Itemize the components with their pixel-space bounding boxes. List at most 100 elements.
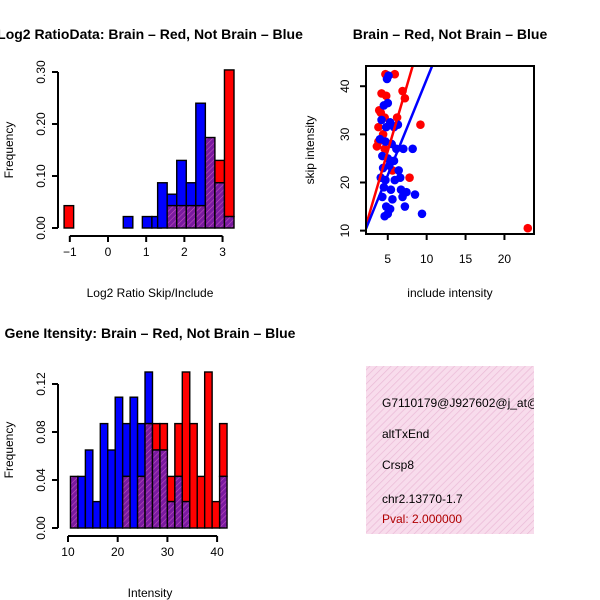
gene-histogram-title: Gene Itensity: Brain – Red, Not Brain – … bbox=[5, 325, 296, 341]
info-panel-background bbox=[366, 366, 534, 534]
scatter-x-tick-label: 10 bbox=[420, 252, 434, 266]
event-type-text: altTxEnd bbox=[382, 427, 430, 441]
gene-bar bbox=[211, 500, 221, 529]
gene-overlap-bar bbox=[121, 475, 131, 529]
ratio-bar bbox=[166, 193, 178, 207]
ratio-x-tick-label: 1 bbox=[143, 245, 150, 259]
scatter-x-tick-label: 5 bbox=[384, 252, 391, 266]
scatter-fit-line-blue bbox=[366, 66, 434, 230]
ratio-y-tick-label: 0.30 bbox=[34, 60, 48, 84]
scatter-point-blue bbox=[408, 144, 417, 154]
scatter-point-blue bbox=[381, 122, 391, 132]
ratio-bar bbox=[214, 159, 226, 184]
scatter-point-red bbox=[381, 91, 391, 101]
scatter-point-blue bbox=[398, 192, 407, 202]
gene-bar bbox=[114, 396, 124, 529]
ratio-bar bbox=[223, 69, 235, 218]
gene-bar bbox=[107, 449, 116, 529]
gene-x-tick-label: 40 bbox=[210, 545, 224, 559]
gene-overlap-bar bbox=[218, 475, 228, 529]
scatter-y-tick-label: 10 bbox=[338, 224, 352, 238]
gene-bar bbox=[203, 371, 213, 529]
scatter-ylabel: skip intensity bbox=[303, 116, 317, 185]
ratio-overlap-bar bbox=[195, 204, 207, 229]
gene-overlap-bar bbox=[151, 449, 161, 529]
gene-overlap-bar bbox=[69, 475, 79, 529]
ratio-bar bbox=[141, 215, 153, 229]
ratio-bar bbox=[122, 215, 134, 229]
gene-histogram-axes: 10 20 30 40 0.00 0.04 0.08 0.12 bbox=[34, 372, 224, 559]
ratio-histogram-bars bbox=[63, 69, 235, 229]
gene-bar bbox=[144, 371, 154, 425]
locus-text: chr2.13770-1.7 bbox=[382, 492, 463, 506]
scatter-point-blue bbox=[395, 173, 405, 182]
event-id-text: G7110179@J927602@j_at@C bbox=[382, 396, 534, 410]
gene-overlap-bar bbox=[136, 475, 146, 529]
ratio-overlap-bar bbox=[223, 215, 235, 229]
info-panel: G7110179@J927602@j_at@C altTxEnd Crsp8 c… bbox=[366, 366, 534, 534]
ratio-x-tick-label: 3 bbox=[219, 245, 226, 259]
gene-y-tick-label: 0.08 bbox=[34, 420, 48, 444]
ratio-histogram-xlabel: Log2 Ratio Skip/Include bbox=[87, 286, 214, 300]
scatter-point-blue bbox=[394, 166, 403, 175]
ratio-y-tick-label: 0.10 bbox=[34, 164, 48, 188]
scatter-panel: Brain – Red, Not Brain – Blue include in… bbox=[303, 26, 547, 300]
gene-bar bbox=[129, 396, 139, 529]
scatter-point-red bbox=[523, 223, 533, 233]
gene-x-tick-label: 10 bbox=[61, 545, 75, 559]
ratio-histogram-title: Log2 RatioData: Brain – Red, Not Brain –… bbox=[0, 26, 303, 42]
ratio-bar bbox=[185, 182, 197, 207]
scatter-y-tick-label: 30 bbox=[338, 127, 352, 141]
gene-overlap-bar bbox=[174, 475, 184, 529]
scatter-x-tick-label: 15 bbox=[459, 252, 473, 266]
ratio-overlap-bar bbox=[214, 182, 226, 229]
gene-overlap-bar bbox=[181, 500, 191, 529]
scatter-point-blue bbox=[383, 98, 393, 108]
gene-histogram-ylabel: Frequency bbox=[2, 422, 16, 479]
gene-bar bbox=[77, 475, 87, 529]
scatter-point-blue bbox=[388, 195, 397, 204]
scatter-title: Brain – Red, Not Brain – Blue bbox=[353, 26, 548, 42]
scatter-point-blue bbox=[399, 144, 408, 154]
gene-bar bbox=[136, 422, 146, 478]
gene-bar bbox=[196, 475, 206, 529]
gene-y-tick-label: 0.04 bbox=[34, 468, 48, 492]
gene-bar bbox=[99, 422, 109, 529]
scatter-point-blue bbox=[417, 209, 427, 219]
gene-bar bbox=[166, 475, 176, 503]
scatter-point-blue bbox=[386, 185, 396, 195]
scatter-y-tick-label: 20 bbox=[338, 175, 352, 189]
scatter-xlabel: include intensity bbox=[407, 286, 492, 300]
ratio-overlap-bar bbox=[166, 204, 178, 229]
ratio-x-tick-label: 0 bbox=[105, 245, 112, 259]
ratio-histogram-ylabel: Frequency bbox=[2, 122, 16, 179]
ratio-overlap-bar bbox=[185, 204, 197, 229]
gene-bar bbox=[159, 422, 169, 451]
ratio-bar bbox=[156, 182, 168, 229]
ratio-y-tick-label: 0.20 bbox=[34, 112, 48, 136]
gene-name-text: Crsp8 bbox=[382, 458, 415, 472]
gene-bar bbox=[189, 422, 198, 529]
gene-x-tick-label: 20 bbox=[111, 545, 125, 559]
gene-overlap-bar bbox=[144, 422, 154, 529]
scatter-point-blue bbox=[380, 211, 389, 221]
ratio-x-tick-label: 2 bbox=[181, 245, 188, 259]
gene-histogram-panel: Gene Itensity: Brain – Red, Not Brain – … bbox=[2, 325, 296, 600]
gene-y-tick-label: 0.00 bbox=[34, 516, 48, 540]
scatter-plot-box bbox=[365, 65, 535, 235]
gene-bar bbox=[92, 500, 101, 529]
ratio-y-tick-label: 0.00 bbox=[34, 216, 48, 240]
gene-histogram-xlabel: Intensity bbox=[128, 586, 173, 600]
gene-y-tick-label: 0.12 bbox=[34, 372, 48, 396]
scatter-point-red bbox=[405, 173, 414, 182]
scatter-point-blue bbox=[400, 202, 410, 211]
gene-overlap-bar bbox=[159, 449, 169, 529]
scatter-point-red bbox=[374, 122, 383, 132]
gene-overlap-bar bbox=[166, 500, 176, 529]
scatter-x-tick-label: 20 bbox=[498, 252, 512, 266]
ratio-overlap-bar bbox=[176, 204, 187, 229]
scatter-axes: 5 10 15 20 10 20 30 40 bbox=[338, 79, 511, 266]
ratio-bar bbox=[63, 204, 75, 229]
scatter-y-tick-label: 40 bbox=[338, 79, 352, 93]
